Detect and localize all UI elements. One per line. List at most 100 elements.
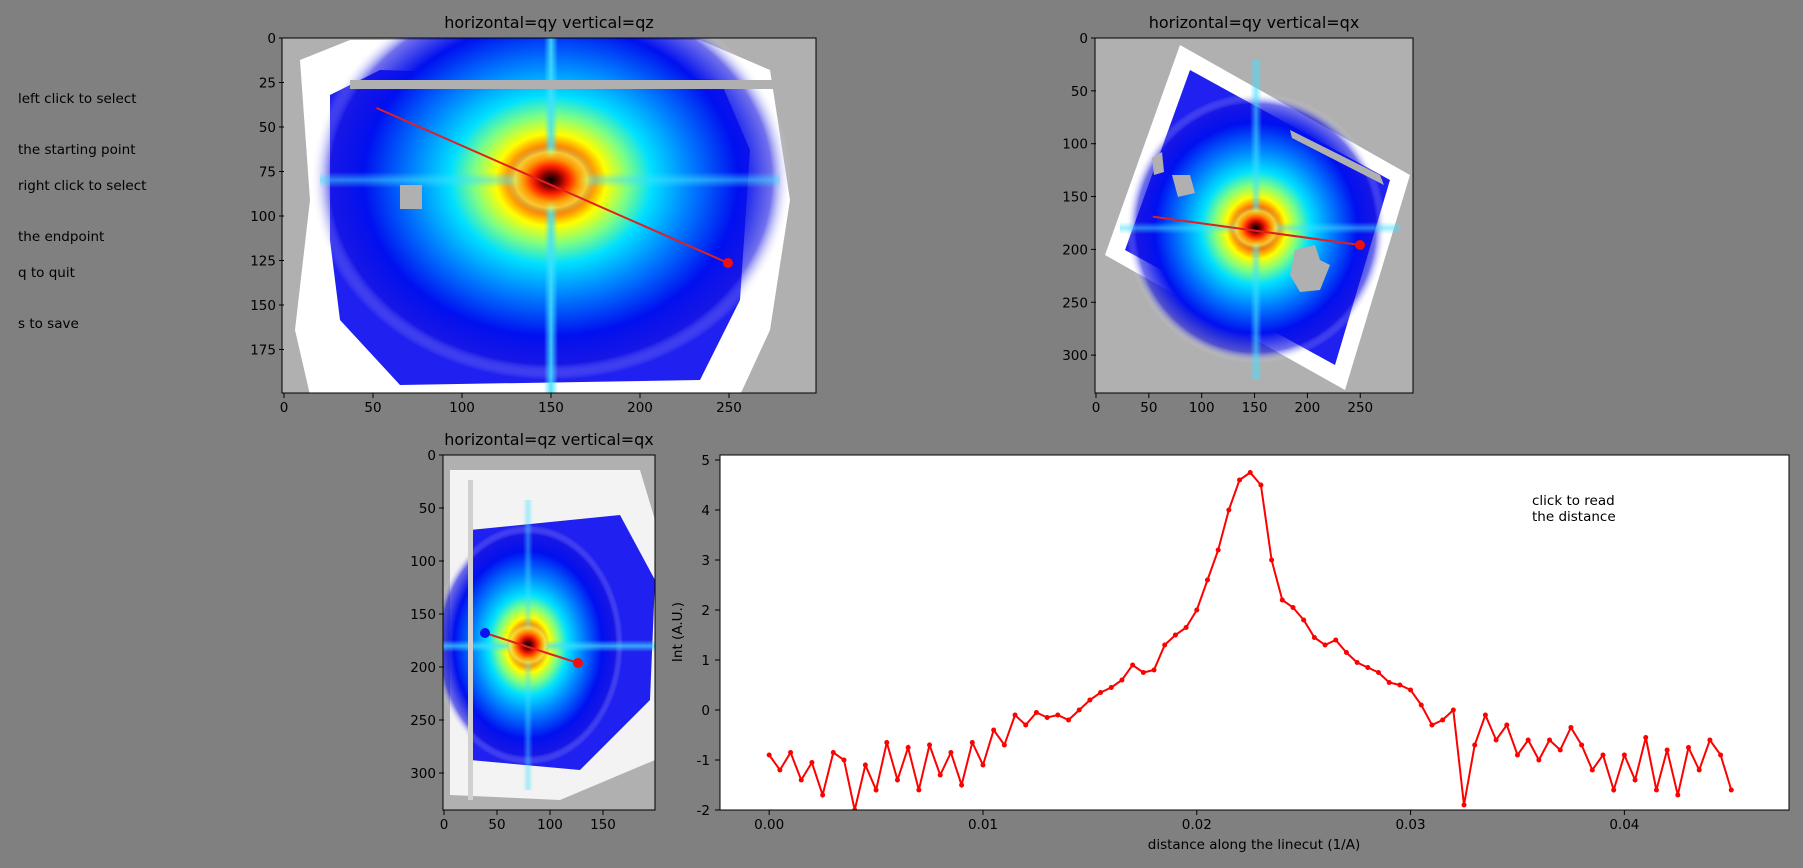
panel-qy-qz-start-marker[interactable] (367, 101, 377, 111)
profile-point-80 (1621, 752, 1627, 758)
profile-xlabel: distance along the linecut (1/A) (1148, 837, 1360, 853)
qz_qx-ytick-1: 50 (419, 501, 436, 517)
profile-point-54 (1343, 650, 1349, 655)
profile-point-24 (1023, 722, 1029, 728)
profile-point-43 (1226, 507, 1232, 513)
qy_qx-xtick-4: 200 (1295, 400, 1321, 416)
profile-point-9 (862, 762, 868, 768)
qz_qx-xtick-3: 150 (590, 817, 616, 833)
profile-point-7 (841, 757, 847, 763)
profile-plot[interactable]: 0.00 0.01 0.02 0.03 0.04 -2 -1 0 1 2 3 4 5 click to … (670, 453, 1790, 853)
instruction-start-line2: the starting point (18, 142, 136, 158)
profile-point-35 (1140, 670, 1146, 675)
profile-point-55 (1354, 660, 1360, 665)
profile-point-83 (1653, 787, 1659, 793)
profile-ytick-4: 2 (701, 603, 710, 619)
profile-point-66 (1472, 742, 1478, 748)
profile-point-15 (927, 742, 933, 748)
profile-plot-area[interactable] (720, 455, 1789, 810)
instruction-end-line1: right click to select (18, 178, 147, 194)
profile-point-60 (1408, 687, 1414, 693)
panel-qy-qx-image (1105, 45, 1410, 390)
panel-qy-qx-title: horizontal=qy vertical=qx (1149, 13, 1360, 32)
panel-qz-qx-end-marker[interactable] (573, 658, 583, 668)
profile-point-33 (1119, 677, 1125, 683)
profile-xtick-2: 0.02 (1182, 817, 1212, 833)
panel-qz-qx-start-marker[interactable] (480, 628, 490, 638)
qy_qx-ytick-6: 300 (1062, 348, 1088, 364)
profile-point-32 (1108, 685, 1114, 690)
panel-qy-qz-end-marker[interactable] (723, 258, 733, 268)
profile-point-62 (1429, 722, 1435, 728)
profile-point-14 (916, 787, 922, 793)
profile-point-31 (1098, 690, 1104, 695)
profile-point-53 (1333, 637, 1339, 643)
panel-qy-qx: horizontal=qy vertical=qx 0 50 100 150 200 25… (1062, 13, 1414, 416)
profile-point-67 (1482, 712, 1488, 718)
qy_qx-xtick-5: 250 (1347, 400, 1373, 416)
profile-point-75 (1568, 725, 1574, 730)
profile-point-40 (1194, 607, 1200, 613)
panel-qy-qx-end-marker[interactable] (1355, 240, 1365, 250)
qy_qz-xtick-4: 200 (627, 400, 653, 416)
profile-point-76 (1579, 742, 1585, 748)
profile-xtick-4: 0.04 (1609, 817, 1639, 833)
instruction-quit: q to quit (18, 265, 75, 281)
profile-point-44 (1237, 477, 1243, 483)
profile-point-3 (798, 777, 804, 783)
qy_qz-ytick-1: 25 (259, 76, 276, 92)
qz_qx-ytick-3: 150 (410, 607, 436, 623)
profile-point-51 (1311, 635, 1317, 640)
profile-point-71 (1525, 737, 1531, 743)
profile-xtick-1: 0.01 (968, 817, 998, 833)
profile-ytick-2: 0 (701, 703, 710, 719)
qy_qx-xtick-1: 50 (1140, 400, 1157, 416)
qz_qx-ytick-2: 100 (410, 554, 436, 570)
profile-point-28 (1065, 717, 1071, 723)
profile-point-36 (1151, 667, 1157, 673)
profile-point-72 (1536, 757, 1542, 763)
panel-qz-qx: horizontal=qz vertical=qx 0 50 100 150 0 50 10… (410, 430, 656, 833)
profile-point-90 (1728, 787, 1734, 793)
profile-point-2 (788, 750, 794, 755)
profile-point-41 (1204, 577, 1210, 583)
profile-point-79 (1611, 787, 1617, 793)
instruction-end: right click to select the endpoint (18, 144, 146, 263)
profile-point-5 (820, 792, 826, 798)
profile-point-21 (991, 727, 997, 733)
panel-qy-qz-image (295, 38, 800, 393)
qy_qz-ytick-0: 0 (267, 31, 276, 47)
profile-ytick-3: 1 (701, 653, 710, 669)
panel-qy-qx-start-marker[interactable] (1143, 211, 1153, 221)
profile-annotation-line1: click to read (1532, 493, 1615, 509)
profile-point-30 (1087, 697, 1093, 703)
profile-ytick-7: 5 (701, 453, 710, 469)
profile-plot-ticks: 0.00 0.01 0.02 0.03 0.04 -2 -1 0 1 2 3 4 5 (697, 453, 1640, 833)
qz_qx-xtick-0: 0 (440, 817, 449, 833)
profile-point-69 (1504, 722, 1510, 728)
profile-point-11 (884, 740, 890, 745)
profile-ytick-6: 4 (701, 503, 710, 519)
profile-point-73 (1547, 737, 1553, 743)
qy_qz-ytick-4: 100 (250, 209, 276, 225)
profile-point-22 (1001, 742, 1007, 748)
qy_qz-xtick-3: 150 (538, 400, 564, 416)
profile-point-29 (1076, 707, 1082, 713)
profile-point-0 (766, 752, 772, 758)
profile-point-12 (894, 777, 900, 783)
profile-point-18 (959, 782, 965, 788)
qz_qx-xtick-1: 50 (488, 817, 505, 833)
profile-point-58 (1386, 680, 1392, 685)
profile-point-78 (1600, 752, 1606, 758)
profile-point-57 (1376, 670, 1382, 675)
instruction-start-line1: left click to select (18, 91, 137, 107)
profile-point-82 (1643, 735, 1649, 740)
profile-point-19 (969, 740, 975, 745)
profile-point-38 (1172, 632, 1178, 638)
profile-point-65 (1461, 802, 1467, 808)
profile-point-85 (1675, 792, 1681, 798)
instruction-keys: q to quit s to save (18, 231, 79, 350)
profile-point-16 (937, 772, 943, 778)
profile-point-46 (1258, 482, 1264, 488)
profile-point-89 (1718, 752, 1724, 758)
